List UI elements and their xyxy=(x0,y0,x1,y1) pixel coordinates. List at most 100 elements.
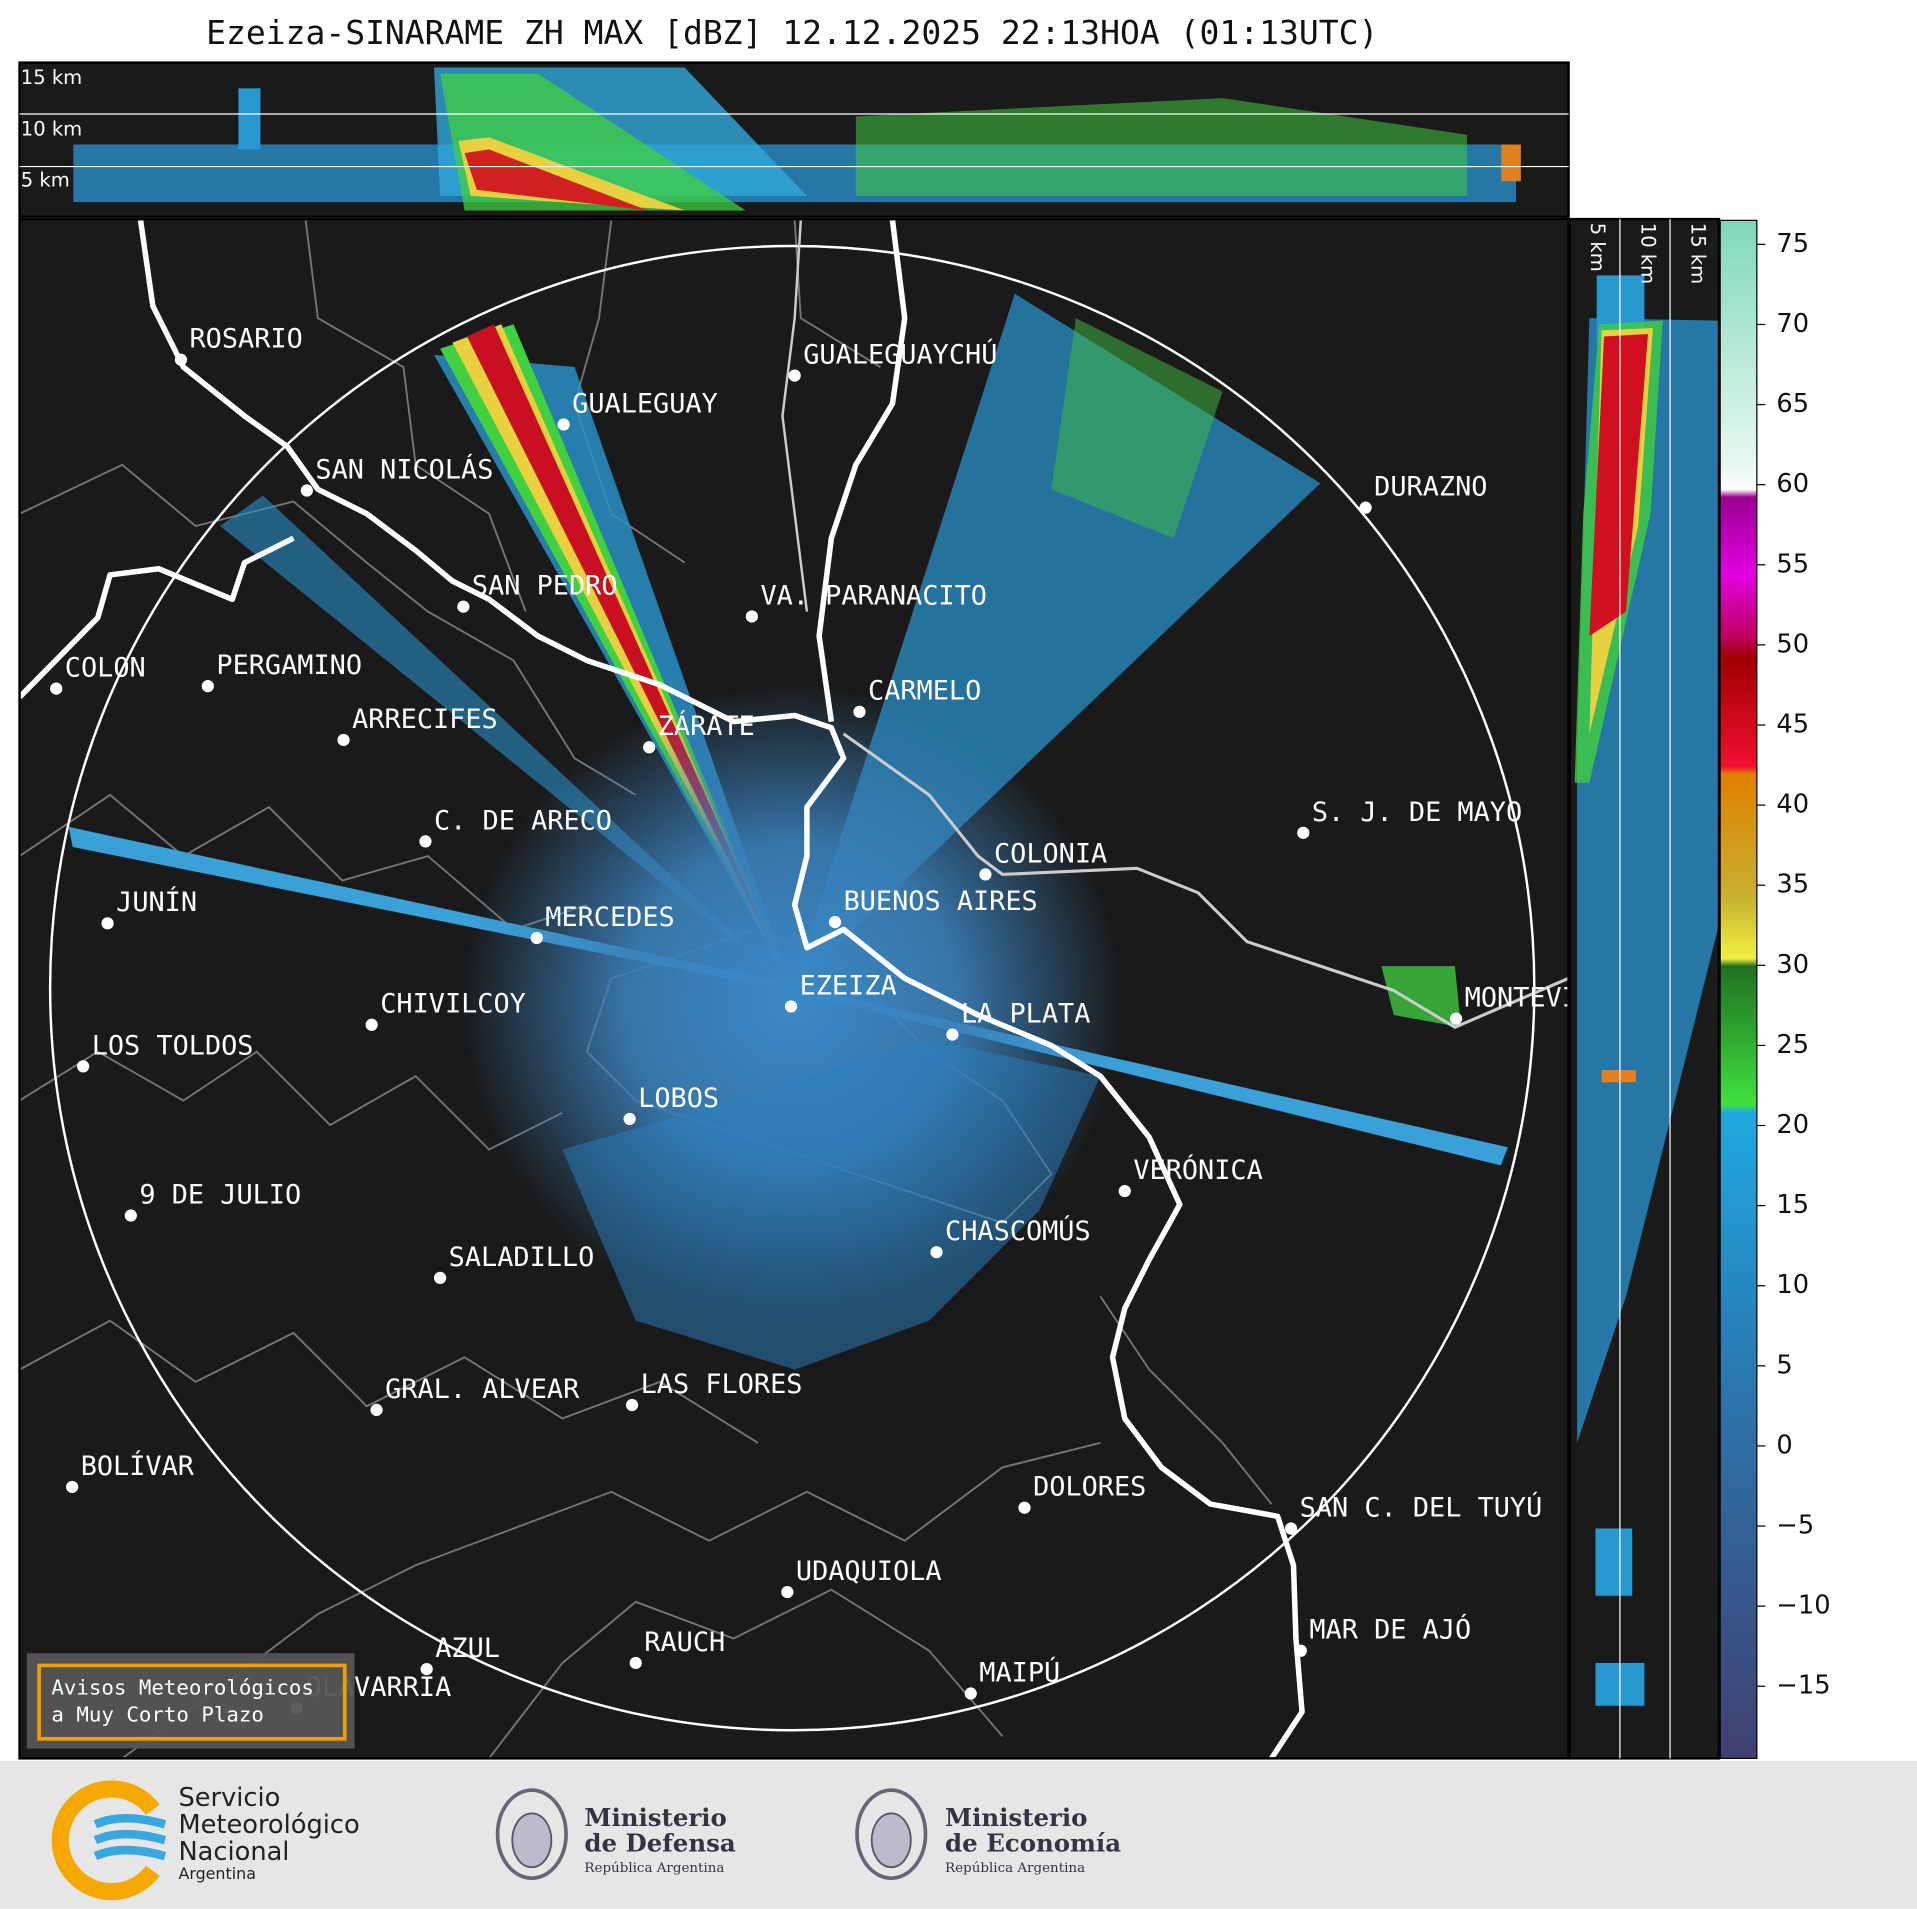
city-dot xyxy=(174,353,188,366)
city-label: MONTEVIDEO xyxy=(1465,983,1627,1014)
city-dot xyxy=(420,1662,433,1676)
city-dot xyxy=(930,1246,943,1259)
city-dot xyxy=(788,369,801,382)
city-dot xyxy=(124,1209,137,1222)
city-dot xyxy=(201,680,214,693)
city-label: C. DE ARECO xyxy=(434,805,612,836)
city-dot xyxy=(101,917,114,930)
city-label: CHASCOMÚS xyxy=(945,1215,1091,1247)
city-dot xyxy=(66,1480,79,1494)
colorbar-tick-label: 10 xyxy=(1776,1270,1809,1300)
city-dot xyxy=(370,1403,383,1417)
city-dot xyxy=(1449,1012,1463,1025)
city-dot xyxy=(946,1028,959,1041)
city-label: COLONIA xyxy=(994,838,1107,869)
city-dot xyxy=(1297,826,1310,839)
colorbar xyxy=(1719,219,1758,1759)
city-label: DURAZNO xyxy=(1374,472,1487,503)
footer xyxy=(0,1760,1917,1909)
colorbar-tick-label: 35 xyxy=(1776,870,1809,900)
city-label: LA PLATA xyxy=(961,999,1090,1030)
city-label: DOLORES xyxy=(1033,1472,1146,1503)
rivers-coast xyxy=(19,219,1305,1759)
colorbar-tick-label: 60 xyxy=(1776,469,1809,499)
city-dot xyxy=(745,610,758,623)
city-label: PERGAMINO xyxy=(216,650,362,681)
city-dot xyxy=(784,1000,798,1013)
side-panel xyxy=(1568,217,1721,1760)
logo-text: de Economía xyxy=(945,1829,1121,1858)
city-label: VA. PARANACITO xyxy=(760,580,987,611)
height-label: 5 km xyxy=(1586,223,1609,272)
city-dot xyxy=(781,1585,794,1599)
colorbar-tick-label: 30 xyxy=(1776,950,1809,980)
city-label: LOBOS xyxy=(638,1083,719,1114)
warning-line: a Muy Corto Plazo xyxy=(51,1703,264,1727)
city-dot xyxy=(457,600,470,613)
colorbar-tick-label: −15 xyxy=(1776,1671,1830,1701)
top-panel xyxy=(18,61,1570,218)
city-label: EZEIZA xyxy=(800,970,897,1001)
city-label: MAR DE AJÓ xyxy=(1309,1614,1471,1646)
city-dot xyxy=(365,1018,378,1031)
map-frame xyxy=(18,217,1570,1760)
colorbar-tick-label: 50 xyxy=(1776,629,1809,659)
height-label: 10 km xyxy=(21,117,82,140)
logo-text: de Defensa xyxy=(584,1829,735,1858)
logo-text: República Argentina xyxy=(584,1861,724,1876)
city-label: LAS FLORES xyxy=(641,1369,803,1400)
logo-text: Meteorológico xyxy=(178,1810,359,1840)
city-dot xyxy=(1018,1501,1031,1514)
city-label: CARMELO xyxy=(868,676,981,707)
city-dot xyxy=(337,733,350,747)
city-label: RAUCH xyxy=(644,1627,725,1658)
city-label: ARRECIFES xyxy=(352,704,498,735)
logo-text: Ministerio xyxy=(584,1803,726,1832)
colorbar-tick-label: 20 xyxy=(1776,1110,1809,1140)
height-label: 15 km xyxy=(21,66,82,89)
colorbar-tick-label: 70 xyxy=(1776,309,1809,339)
city-dot xyxy=(853,705,866,718)
city-dot xyxy=(1359,501,1372,514)
range-ring xyxy=(48,244,1536,1732)
city-label: MERCEDES xyxy=(545,902,674,933)
colorbar-tick-label: 65 xyxy=(1776,389,1809,419)
city-label: COLON xyxy=(65,653,146,684)
logo-defensa: Ministerio de Defensa República Argentin… xyxy=(495,1788,736,1880)
city-label: AZUL xyxy=(435,1633,500,1664)
city-label: CHIVILCOY xyxy=(380,989,526,1020)
logo-economia: Ministerio de Economía República Argenti… xyxy=(855,1788,1121,1880)
city-label: SAN C. DEL TUYÚ xyxy=(1300,1491,1543,1523)
city-label: GRAL. ALVEAR xyxy=(385,1374,580,1405)
colorbar-tick-label: 5 xyxy=(1776,1350,1792,1380)
city-label: 9 DE JULIO xyxy=(139,1179,301,1210)
city-label: BOLÍVAR xyxy=(81,1450,195,1482)
city-dot xyxy=(625,1398,639,1412)
city-dot xyxy=(1118,1184,1131,1198)
colorbar-tick-label: 40 xyxy=(1776,790,1809,820)
logo-text: Ministerio xyxy=(945,1803,1087,1832)
city-dot xyxy=(50,682,63,695)
warning-line: Avisos Meteorológicos xyxy=(51,1676,314,1700)
logo-text: República Argentina xyxy=(945,1861,1085,1876)
border xyxy=(781,220,809,612)
city-label: SAN PEDRO xyxy=(472,571,618,602)
admin-borders xyxy=(19,220,1273,1759)
city-dot xyxy=(434,1271,447,1284)
city-label: MAIPÚ xyxy=(979,1656,1060,1688)
title: Ezeiza-SINARAME ZH MAX [dBZ] 12.12.2025 … xyxy=(206,13,1378,52)
city-label: LOS TOLDOS xyxy=(92,1030,254,1061)
height-label: 10 km xyxy=(1636,223,1659,284)
city-dot xyxy=(629,1656,642,1670)
city-dot xyxy=(530,931,543,945)
colorbar-tick-label: 55 xyxy=(1776,549,1809,579)
city-dot xyxy=(419,835,432,848)
city-dot xyxy=(300,484,313,497)
city-label: VERÓNICA xyxy=(1133,1154,1262,1186)
colorbar-tick-label: 45 xyxy=(1776,709,1809,739)
colorbar-tick-label: 15 xyxy=(1776,1190,1809,1220)
logo-text: Argentina xyxy=(178,1864,255,1883)
cities: ROSARIO GUALEGUAYCHÚ GUALEGUAY SAN NICOLÁS D… xyxy=(50,324,1627,1715)
city-label: UDAQUIOLA xyxy=(796,1556,942,1587)
